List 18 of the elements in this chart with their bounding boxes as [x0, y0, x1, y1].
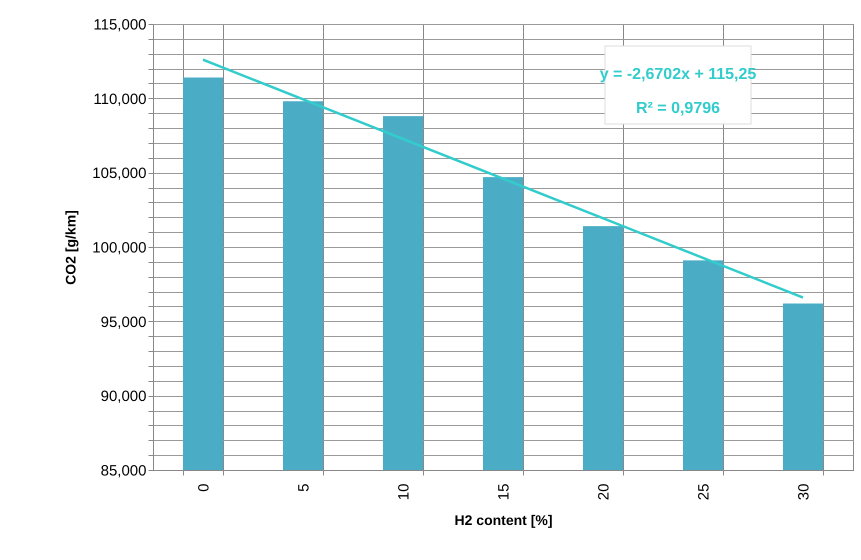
x-tick-label: 30	[796, 484, 812, 500]
y-tick-label: 110,000	[93, 90, 146, 108]
annotation: R² = 0,9796	[636, 100, 720, 117]
y-tick-label: 105,000	[92, 165, 146, 182]
y-tick-label: 90,000	[100, 388, 146, 406]
y-tick-label: 95,000	[100, 314, 146, 331]
x-tick-label: 15	[496, 484, 512, 500]
annotation: y = -2,6702x + 115,25	[600, 66, 756, 83]
x-tick-label: 25	[696, 484, 712, 500]
y-tick-label: 100,000	[92, 240, 146, 256]
x-tick-label: 20	[596, 484, 612, 500]
x-tick-label: 5	[296, 484, 312, 492]
y-tick-label: 85,000	[100, 462, 146, 480]
y-axis-title: CO2 [g/km]	[62, 210, 78, 285]
y-tick-label: 115,000	[93, 16, 146, 34]
x-axis-title: H2 content [%]	[454, 512, 552, 528]
x-tick-label: 0	[196, 484, 212, 492]
x-tick-label: 10	[396, 484, 412, 500]
